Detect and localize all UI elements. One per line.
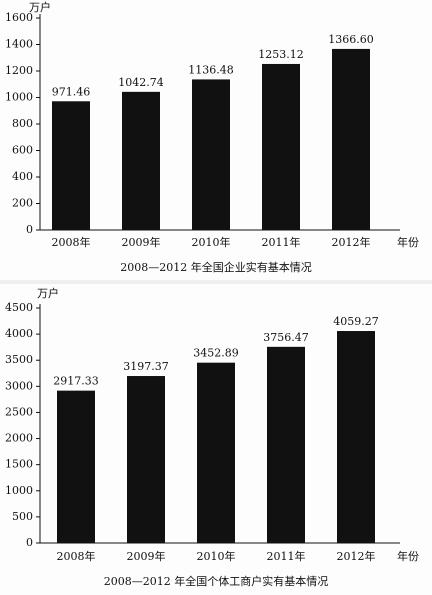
value-label: 3452.89	[193, 347, 239, 360]
chart-title: 2008—2012 年全国个体工商户实有基本情况	[104, 574, 328, 588]
x-tick-label: 2012年	[332, 235, 371, 249]
x-tick-label: 2011年	[267, 549, 306, 563]
bar	[57, 390, 95, 543]
x-tick-label: 2010年	[192, 235, 231, 249]
y-tick-label: 4000	[5, 327, 33, 340]
bar	[127, 376, 165, 543]
y-tick-label: 0	[26, 223, 33, 236]
y-tick-label: 0	[26, 536, 33, 549]
x-tick-label: 2011年	[262, 235, 301, 249]
value-label: 3197.37	[123, 360, 169, 373]
chart-title: 2008—2012 年全国企业实有基本情况	[120, 260, 311, 274]
bar	[267, 346, 305, 543]
y-tick-label: 3500	[5, 353, 33, 366]
y-axis-label: 万户	[29, 0, 51, 14]
y-tick-label: 1200	[5, 64, 33, 77]
x-axis-label: 年份	[397, 549, 419, 563]
y-tick-label: 3000	[5, 379, 33, 392]
value-label: 1042.74	[118, 76, 164, 89]
x-axis-label: 年份	[397, 235, 419, 249]
y-tick-label: 500	[12, 510, 33, 523]
bar	[197, 362, 235, 543]
y-tick-label: 4500	[5, 301, 33, 314]
value-label: 1253.12	[258, 48, 304, 61]
value-label: 2917.33	[53, 375, 99, 388]
y-tick-label: 1600	[5, 11, 33, 24]
y-tick-label: 600	[12, 144, 33, 157]
value-label: 971.46	[52, 85, 91, 98]
bar	[332, 48, 370, 230]
bar	[52, 101, 90, 230]
x-tick-label: 2009年	[127, 549, 166, 563]
value-label: 4059.27	[333, 315, 379, 328]
x-tick-label: 2008年	[57, 549, 96, 563]
bar	[337, 331, 375, 543]
value-label: 3756.47	[263, 331, 309, 344]
y-tick-label: 2000	[5, 432, 33, 445]
y-tick-label: 400	[12, 170, 33, 183]
y-tick-label: 2500	[5, 405, 33, 418]
x-tick-label: 2009年	[122, 235, 161, 249]
bar	[192, 79, 230, 230]
y-tick-label: 1400	[5, 38, 33, 51]
x-tick-label: 2012年	[337, 549, 376, 563]
y-tick-label: 1000	[5, 91, 33, 104]
value-label: 1136.48	[188, 63, 234, 76]
y-axis-label: 万户	[37, 286, 59, 300]
y-tick-label: 200	[12, 197, 33, 210]
x-tick-label: 2010年	[197, 549, 236, 563]
y-tick-label: 1000	[5, 484, 33, 497]
bar	[262, 63, 300, 230]
y-tick-label: 800	[12, 117, 33, 130]
value-label: 1366.60	[328, 33, 374, 46]
bar	[122, 91, 160, 231]
x-tick-label: 2008年	[52, 235, 91, 249]
y-tick-label: 1500	[5, 458, 33, 471]
